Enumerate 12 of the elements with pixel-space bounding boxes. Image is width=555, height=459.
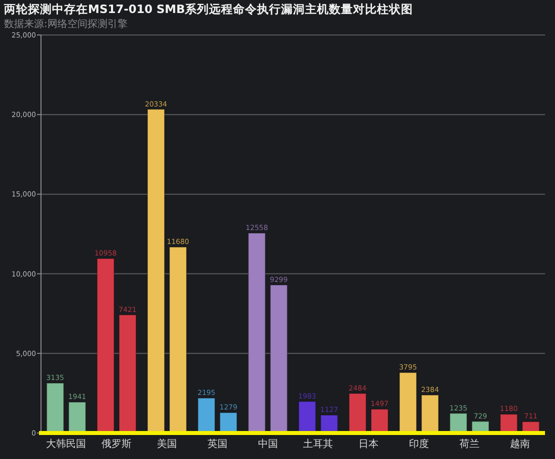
xtick: 美国 [157,439,177,450]
xtick: 越南 [510,439,530,450]
xtick: 日本 [358,439,379,450]
subtitle: 数据来源:网络空间探测引擎 [4,19,128,30]
xtick: 印度 [409,439,429,450]
xtick: 土耳其 [303,439,334,450]
xtick: 英国 [207,439,228,450]
xtick: 大韩民国 [46,439,86,450]
xtick: 中国 [258,439,278,450]
title: 两轮探测中存在MS17-010 SMB系列远程命令执行漏洞主机数量对比柱状图 [4,2,414,16]
xtick: 俄罗斯 [102,439,132,450]
xtick: 荷兰 [459,439,480,450]
